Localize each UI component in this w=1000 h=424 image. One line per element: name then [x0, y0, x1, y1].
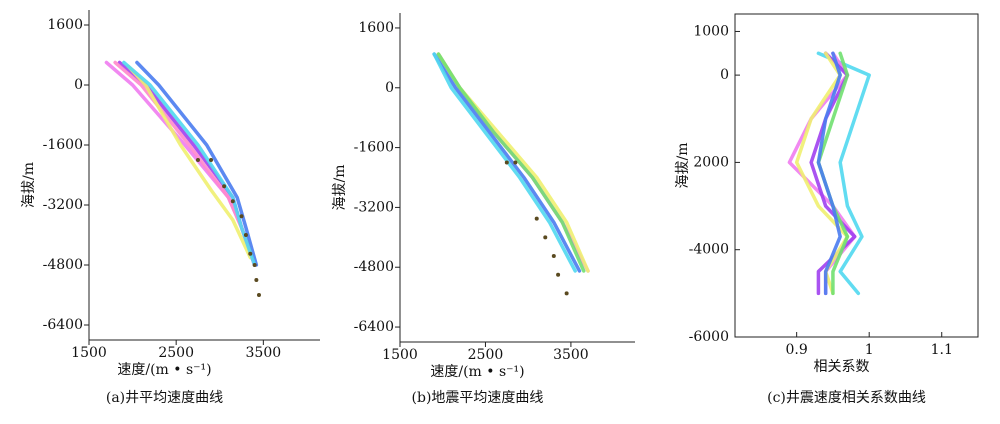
point: [248, 251, 253, 256]
point: [551, 254, 556, 259]
y-tick-label: -1600: [354, 140, 394, 156]
x-tick-label: 1.1: [931, 342, 953, 358]
y-tick-label: 1600: [47, 17, 83, 33]
y-axis-label: 海拔/m: [332, 165, 348, 211]
point: [504, 160, 509, 165]
caption: (b)地震平均速度曲线: [412, 390, 544, 406]
x-tick-label: 1500: [382, 347, 418, 363]
x-tick-label: 3500: [553, 347, 589, 363]
y-tick-label: 0: [720, 67, 729, 83]
curve: [816, 51, 871, 296]
y-axis-label: 海拔/m: [675, 143, 691, 189]
curve: [432, 52, 582, 273]
curve: [436, 52, 586, 273]
point: [564, 291, 569, 296]
curve: [135, 60, 259, 267]
caption: (a)井平均速度曲线: [106, 390, 223, 406]
y-tick-label: -6400: [354, 319, 394, 335]
y-tick-label: -6400: [43, 317, 83, 333]
x-tick-label: 1: [865, 342, 874, 358]
y-tick-label: -6000: [689, 329, 729, 345]
y-tick-label: 0: [74, 77, 83, 93]
point: [513, 160, 518, 165]
curve: [816, 51, 842, 296]
x-tick-label: 3500: [246, 345, 282, 361]
point: [534, 216, 539, 221]
point: [543, 235, 548, 240]
point: [256, 293, 261, 297]
x-axis-label: 相关系数: [814, 359, 870, 375]
x-tick-label: 0.9: [786, 342, 808, 358]
curve: [126, 64, 253, 260]
curve: [432, 52, 577, 273]
x-tick-label: 2500: [468, 347, 504, 363]
curve: [122, 60, 257, 267]
point: [243, 233, 248, 237]
y-tick-label: 2000: [693, 154, 729, 170]
y-tick-label: 1600: [358, 20, 394, 36]
point: [254, 278, 259, 282]
y-tick-label: -4800: [354, 259, 394, 275]
point: [239, 214, 244, 219]
y-tick-label: 1000: [693, 23, 729, 39]
x-axis-label: 速度/(m • s⁻¹): [117, 362, 211, 378]
y-tick-label: -4800: [43, 257, 83, 273]
y-tick-label: 0: [385, 80, 394, 96]
x-tick-label: 1500: [71, 345, 107, 361]
point: [230, 199, 235, 204]
plot-frame: [734, 13, 979, 338]
curve: [113, 60, 257, 267]
point: [195, 158, 200, 162]
x-tick-label: 2500: [158, 345, 194, 361]
y-tick-label: -4000: [689, 242, 729, 258]
point: [556, 272, 561, 277]
y-tick-label: -3200: [43, 197, 83, 213]
y-tick-label: -1600: [43, 137, 83, 153]
point: [209, 158, 214, 162]
curve: [104, 60, 257, 267]
y-axis-label: 海拔/m: [21, 162, 37, 208]
caption: (c)井震速度相关系数曲线: [767, 390, 926, 406]
y-tick-label: -3200: [354, 199, 394, 215]
point: [222, 184, 227, 189]
point: [252, 263, 257, 267]
x-axis-label: 速度/(m • s⁻¹): [430, 364, 524, 380]
